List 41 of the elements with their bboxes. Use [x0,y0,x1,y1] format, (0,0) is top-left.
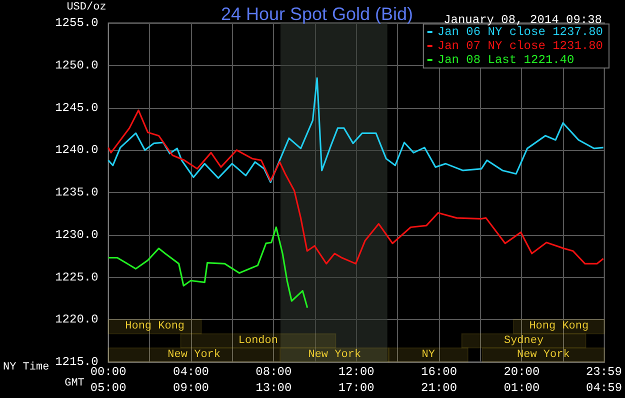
legend-label: Jan 07 NY close 1231.80 [437,39,604,53]
band-label: New York [168,348,221,361]
y-tick-label: 1245.0 [55,100,98,115]
x2-tick-label: 21:00 [421,381,458,395]
x-tick-label: 04:00 [172,365,209,379]
line-series [108,77,604,184]
x2-axis-title: GMT [64,378,85,390]
y-tick-label: 1250.0 [55,58,98,72]
band-label: London [238,334,278,347]
line-series [108,226,308,309]
x-tick-label: 12:00 [338,365,374,379]
y-tick-label: 1255.0 [55,16,98,30]
y-tick-label: 1235.0 [55,186,98,200]
legend-label: Jan 06 NY close 1237.80 [437,25,604,39]
chart-title: 24 Hour Spot Gold (Bid) [220,4,414,24]
x2-tick-label: 01:00 [504,381,540,395]
y-tick-label: 1220.0 [55,312,98,327]
x-tick-label: 23:59 [586,365,622,379]
legend-label: Jan 08 Last 1221.40 [437,53,574,67]
y-axis-title: USD/oz [66,2,106,14]
y-tick-label: 1225.0 [55,270,98,284]
band-label: Hong Kong [125,320,185,333]
band-label: New York [516,348,570,361]
x2-tick-label: 04:59 [586,381,622,395]
y-tick-label: 1240.0 [55,143,98,158]
x2-tick-label: 13:00 [256,381,292,395]
band-label: NY [422,348,436,361]
x-tick-label: 16:00 [421,365,458,379]
x-tick-label: 00:00 [90,365,126,379]
y-tick-label: 1230.0 [55,228,98,242]
x2-tick-label: 09:00 [172,381,209,395]
x-axis-title: NY Time [2,362,50,374]
line-series [108,109,604,264]
band-label: Hong Kong [529,320,589,333]
band-label: New York [308,348,362,361]
x2-tick-label: 17:00 [338,381,374,395]
x2-tick-label: 05:00 [90,381,126,395]
x-tick-label: 20:00 [504,365,540,379]
x-tick-label: 08:00 [256,365,292,379]
chart-subtitle: January 08, 2014 09:38 [444,13,602,27]
band-label: Sydney [504,334,544,347]
